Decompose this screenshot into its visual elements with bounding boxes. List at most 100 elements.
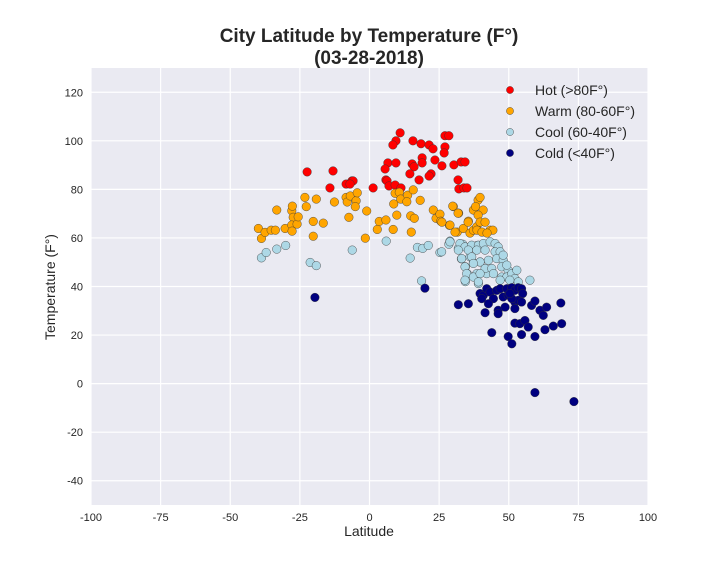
legend: Hot (>80F°) Warm (80-60F°) Cool (60-40F°) C… — [506, 82, 635, 161]
data-point — [406, 227, 416, 237]
data-point — [325, 183, 335, 193]
data-point — [310, 292, 320, 302]
data-point — [502, 260, 512, 270]
data-point — [270, 225, 280, 235]
data-point — [391, 158, 401, 168]
y-tick-label: 20 — [71, 330, 83, 342]
data-point — [352, 188, 362, 198]
data-point — [463, 217, 473, 227]
data-point — [457, 254, 467, 264]
data-point — [345, 179, 355, 189]
data-point — [477, 294, 487, 304]
data-point — [409, 213, 419, 223]
data-point — [556, 298, 566, 308]
x-tick-label: -25 — [292, 512, 308, 524]
data-point — [261, 247, 271, 258]
y-axis-label: Temperature (F°) — [42, 234, 58, 340]
data-point — [293, 212, 303, 222]
y-tick-label: -40 — [67, 476, 83, 488]
data-point — [311, 261, 321, 271]
data-point — [409, 162, 419, 172]
data-point — [272, 205, 282, 215]
y-tick-label: -20 — [67, 427, 83, 439]
legend-marker — [506, 149, 514, 157]
series-3 — [310, 283, 579, 407]
data-point — [505, 275, 515, 285]
data-point — [368, 183, 378, 193]
data-point — [428, 144, 438, 154]
data-point — [482, 228, 492, 238]
data-point — [445, 237, 455, 247]
series-2 — [256, 236, 535, 289]
data-point — [302, 167, 312, 177]
data-point — [540, 325, 550, 335]
x-tick-label: -100 — [80, 512, 102, 524]
data-point — [405, 169, 415, 179]
data-point — [420, 283, 430, 293]
data-point — [416, 139, 426, 149]
data-point — [253, 223, 263, 234]
data-point — [500, 302, 510, 312]
data-point — [311, 194, 321, 204]
data-point — [510, 304, 520, 314]
data-point — [445, 220, 455, 230]
data-point — [475, 269, 485, 279]
data-point — [437, 247, 447, 257]
data-point — [483, 299, 493, 309]
data-point — [480, 308, 490, 318]
data-point — [480, 217, 490, 227]
data-point — [542, 302, 552, 312]
data-point — [389, 199, 399, 209]
chart-subtitle: (03-28-2018) — [314, 48, 424, 69]
data-point — [428, 205, 438, 215]
data-point — [372, 224, 382, 234]
data-point — [287, 201, 297, 211]
data-point — [380, 164, 390, 174]
x-tick-label: -75 — [153, 512, 169, 524]
data-point — [347, 245, 357, 255]
legend-marker — [506, 107, 514, 115]
y-tick-label: 0 — [77, 379, 83, 391]
data-point — [430, 155, 440, 165]
legend-marker — [506, 86, 514, 94]
data-point — [344, 212, 354, 222]
data-point — [530, 296, 540, 306]
data-point — [468, 258, 478, 268]
data-point — [300, 192, 310, 202]
y-tick-label: 120 — [65, 87, 83, 99]
data-point — [495, 275, 505, 285]
data-point — [444, 131, 454, 141]
data-point — [503, 331, 513, 342]
data-point — [281, 240, 291, 251]
data-point — [512, 265, 522, 275]
series-1 — [253, 185, 498, 243]
data-point — [480, 245, 490, 255]
data-point — [415, 195, 425, 205]
tick-labels: -100 -75 -50 -25 0 25 50 75 100 -40 -20 0 20 40 60 80 10… — [65, 87, 658, 524]
data-point — [488, 269, 498, 279]
data-point — [505, 288, 515, 299]
data-point — [414, 175, 424, 185]
data-point — [458, 223, 468, 234]
data-point — [362, 206, 372, 216]
data-point — [388, 224, 398, 234]
data-point — [408, 136, 418, 146]
data-point — [450, 227, 460, 237]
data-point — [408, 185, 418, 195]
data-point — [460, 157, 470, 167]
legend-label: Warm (80-60F°) — [535, 103, 635, 119]
data-point — [517, 330, 527, 340]
data-point — [439, 148, 449, 158]
data-point — [475, 192, 485, 202]
y-tick-label: 40 — [71, 282, 83, 294]
data-point — [530, 388, 540, 398]
data-point — [538, 310, 548, 320]
x-tick-label: 0 — [366, 512, 372, 524]
data-point — [329, 197, 339, 207]
data-point — [557, 319, 567, 329]
data-point — [350, 202, 360, 212]
y-tick-label: 100 — [65, 136, 83, 148]
data-point — [388, 140, 398, 150]
data-point — [308, 231, 318, 241]
data-point — [437, 217, 447, 227]
